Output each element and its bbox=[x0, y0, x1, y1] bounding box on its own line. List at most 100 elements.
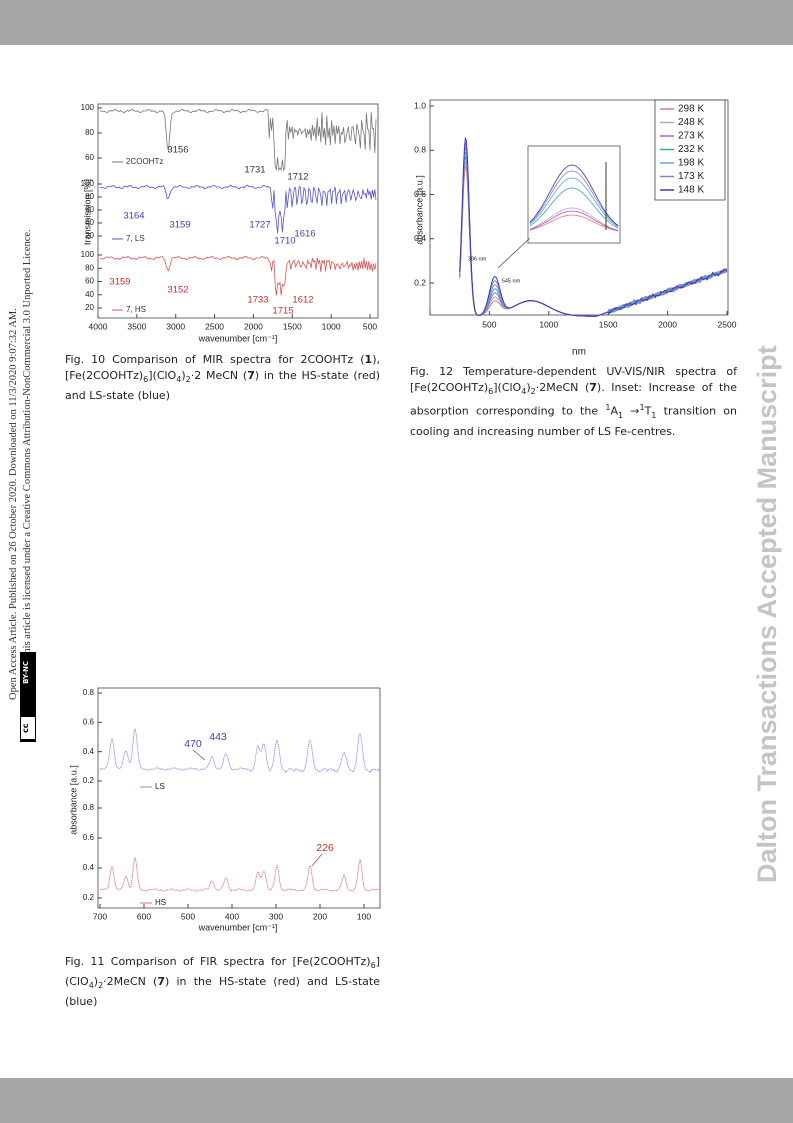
caption: Fig. 10 Comparison of MIR spectra for 2C… bbox=[65, 352, 380, 404]
annotation: 443 bbox=[209, 731, 227, 743]
y-tick-label: 1.0 bbox=[414, 100, 426, 110]
inset-curve bbox=[529, 170, 619, 227]
spectrum bbox=[459, 137, 728, 317]
x-tick-label: 400 bbox=[225, 911, 239, 921]
caption: Fig. 11 Comparison of FIR spectra for [F… bbox=[65, 954, 380, 1010]
y-tick-label: 40 bbox=[85, 290, 94, 299]
legend-entry: 173 K bbox=[678, 171, 704, 182]
x-tick-label: 500 bbox=[363, 321, 377, 331]
y-tick-label: 0.2 bbox=[83, 776, 95, 785]
caption-text: 4 bbox=[88, 981, 94, 991]
y-tick-label: 80 bbox=[85, 192, 94, 201]
annotation: 470 bbox=[184, 738, 202, 750]
x-tick-label: 1000 bbox=[539, 319, 558, 329]
y-tick-label: 40 bbox=[85, 218, 94, 227]
header-bar bbox=[0, 0, 793, 45]
legend-entry: 232 K bbox=[678, 144, 704, 155]
caption-text: ) bbox=[526, 381, 531, 394]
inset-curve bbox=[529, 187, 619, 229]
legend-entry: 273 K bbox=[678, 131, 704, 142]
caption-text: 2 bbox=[530, 387, 536, 397]
y-tick-label: 80 bbox=[85, 128, 94, 137]
x-tick-label: 500 bbox=[181, 911, 195, 921]
axis-label: wavenumber [cm⁻¹] bbox=[198, 333, 278, 343]
y-tick-label: 80 bbox=[85, 263, 94, 272]
annotation: 226 bbox=[316, 842, 334, 854]
caption-text: transition on cooling and increasing num… bbox=[410, 404, 738, 439]
caption-text: 6 bbox=[488, 387, 494, 397]
x-tick-label: 4000 bbox=[89, 321, 108, 331]
caption-text: Fig. 12 Temperature-dependent UV-VIS/NIR… bbox=[410, 365, 737, 394]
x-tick-label: 300 bbox=[269, 911, 283, 921]
caption-text: 1 bbox=[639, 403, 645, 413]
x-tick-label: 1500 bbox=[283, 321, 302, 331]
pointer bbox=[192, 749, 206, 761]
y-tick-label: 100 bbox=[81, 179, 95, 188]
axis-label: nm bbox=[572, 347, 586, 358]
caption-text: 4 bbox=[176, 375, 182, 385]
spectrum bbox=[99, 856, 380, 892]
inset-curve bbox=[529, 214, 619, 232]
y-tick-label: 0.6 bbox=[83, 717, 95, 726]
y-tick-label: 0.8 bbox=[414, 145, 426, 155]
caption-text: ) in the HS-state (red) and LS-state (bl… bbox=[65, 369, 381, 403]
annotation: 3159 bbox=[109, 277, 130, 288]
caption-text: 4 bbox=[521, 387, 527, 397]
y-tick-label: 60 bbox=[85, 153, 94, 162]
legend-entry: 7, HS bbox=[126, 305, 146, 314]
y-tick-label: 0.4 bbox=[83, 863, 95, 872]
annotation: 1616 bbox=[294, 229, 315, 240]
annotation: 3164 bbox=[123, 211, 144, 222]
legend-entry: 7, LS bbox=[126, 234, 145, 243]
caption-text: 7 bbox=[247, 369, 255, 382]
spectrum bbox=[99, 184, 377, 234]
caption-text: Fig. 11 Comparison of FIR spectra for [F… bbox=[65, 955, 371, 968]
y-tick-label: 60 bbox=[85, 205, 94, 214]
caption-text: ) bbox=[93, 975, 99, 989]
y-tick-label: 0.8 bbox=[83, 688, 95, 697]
caption-text: 1 bbox=[605, 403, 611, 413]
caption-text: A bbox=[610, 404, 618, 418]
caption-text: ](ClO bbox=[148, 369, 177, 382]
caption-text: 7 bbox=[589, 381, 597, 394]
caption-text: 1 bbox=[364, 353, 373, 366]
inset-curve bbox=[529, 164, 619, 226]
caption-text: ) bbox=[181, 369, 186, 382]
caption-text: 1 bbox=[617, 411, 624, 421]
y-tick-label: 60 bbox=[85, 277, 94, 286]
caption-text: Fig. 10 Comparison of MIR spectra for 2C… bbox=[65, 353, 365, 366]
plot-frame bbox=[429, 99, 729, 316]
annotation: 545 nm bbox=[502, 278, 521, 284]
cc-badge: cc BY-NC bbox=[20, 652, 36, 742]
annotation: 1712 bbox=[287, 172, 308, 183]
caption-text: 6 bbox=[143, 375, 149, 385]
inset-pointer bbox=[497, 237, 531, 269]
annotation: 3156 bbox=[167, 145, 188, 156]
caption-text: 1 bbox=[651, 411, 657, 421]
annotation: 1612 bbox=[292, 295, 313, 306]
x-tick-label: 1000 bbox=[322, 321, 341, 331]
caption: Fig. 12 Temperature-dependent UV-VIS/NIR… bbox=[410, 364, 737, 440]
pointer bbox=[311, 853, 323, 867]
x-tick-label: 2500 bbox=[205, 321, 224, 331]
spectrum bbox=[99, 255, 377, 296]
y-tick-label: 0.4 bbox=[414, 233, 426, 243]
x-tick-label: 700 bbox=[93, 911, 107, 921]
caption-text: ](ClO bbox=[493, 381, 522, 394]
y-tick-label: 0.8 bbox=[83, 803, 95, 812]
y-tick-label: 0.2 bbox=[414, 277, 426, 287]
caption-text: 2 bbox=[185, 375, 191, 385]
plot-frame bbox=[97, 103, 379, 319]
y-tick-label: 0.6 bbox=[83, 833, 95, 842]
legend-entry: 2COOHTz bbox=[126, 157, 163, 166]
annotation: 3159 bbox=[169, 220, 190, 231]
y-tick-label: 0.2 bbox=[83, 893, 95, 902]
legend-entry: 248 K bbox=[678, 117, 704, 128]
caption-text: ), [Fe(2COOHTz) bbox=[65, 353, 380, 382]
x-tick-label: 500 bbox=[482, 319, 496, 329]
legend-entry: 298 K bbox=[678, 104, 704, 115]
annotation: 1715 bbox=[272, 306, 293, 317]
caption-text: ·2 MeCN ( bbox=[190, 369, 248, 382]
caption-text: ](ClO bbox=[65, 955, 380, 989]
